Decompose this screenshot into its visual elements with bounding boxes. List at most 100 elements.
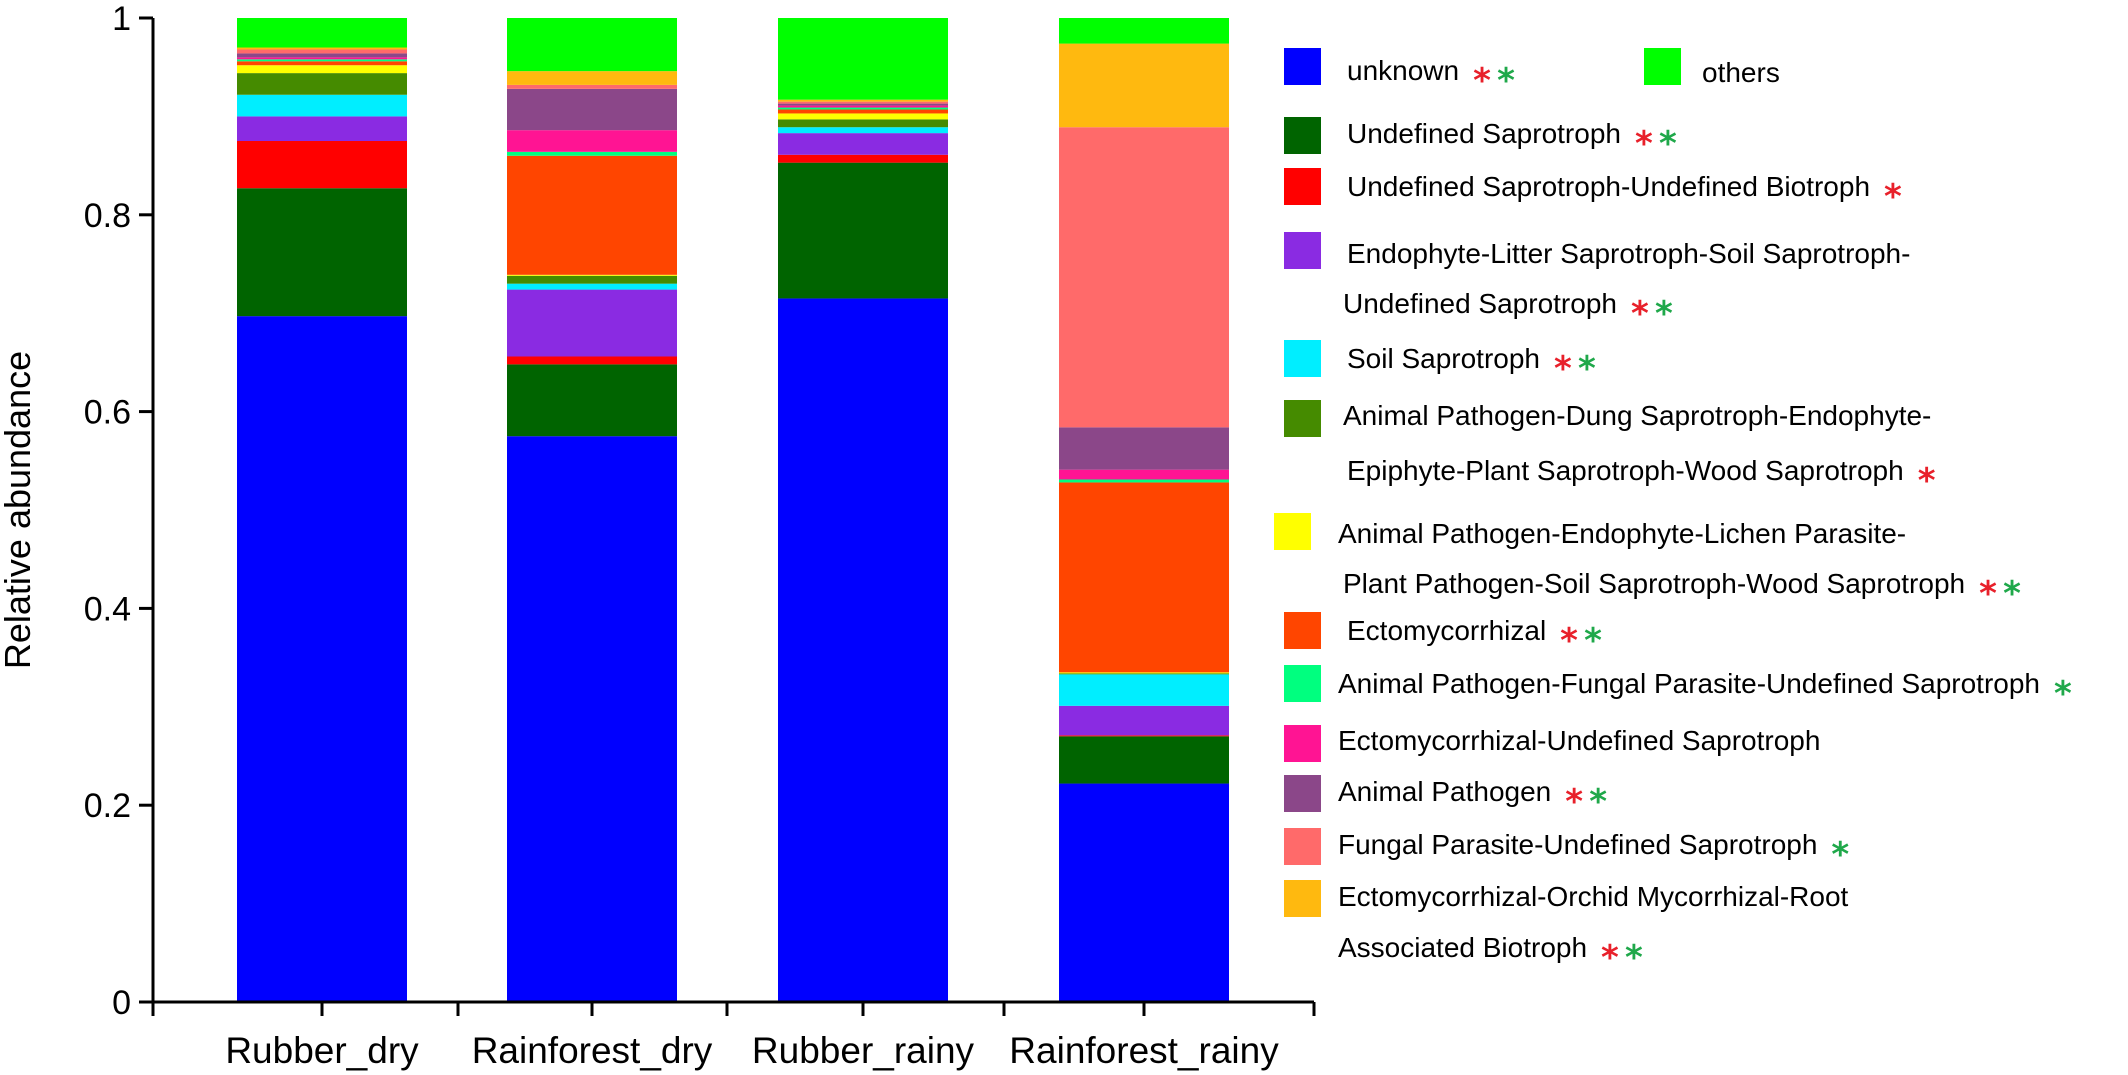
legend-swatch — [1284, 612, 1321, 649]
significance-star: * — [2054, 674, 2072, 714]
bar-segment — [1059, 735, 1229, 737]
bar-segment — [778, 162, 948, 299]
bar-segment — [507, 151, 677, 156]
legend-label: unknown — [1347, 55, 1459, 86]
legend-swatch — [1284, 168, 1321, 205]
legend-item: Endophyte-Litter Saprotroph-Soil Saprotr… — [1284, 232, 1910, 334]
significance-star: * — [1979, 574, 1997, 614]
bar-segment — [507, 18, 677, 72]
legend-label: Plant Pathogen-Soil Saprotroph-Wood Sapr… — [1343, 568, 1965, 599]
x-tick-label: Rubber_dry — [225, 1030, 419, 1071]
legend-swatch — [1284, 48, 1321, 85]
y-ticks-group: 0 0.2 0.4 0.6 0.8 1 — [84, 0, 153, 1022]
legend-label: Associated Biotroph — [1338, 932, 1587, 963]
legend-item: Animal Pathogen-Fungal Parasite-Undefine… — [1284, 665, 2072, 714]
legend-item: Soil Saprotroph * * — [1284, 340, 1596, 389]
legend-label: Undefined Saprotroph — [1347, 118, 1621, 149]
legend-item: unknown * * — [1284, 48, 1515, 101]
legend-label: Endophyte-Litter Saprotroph-Soil Saprotr… — [1347, 238, 1910, 269]
bar-segment — [237, 18, 407, 48]
legend-swatch — [1284, 725, 1321, 762]
legend-item: Ectomycorrhizal-Undefined Saprotroph — [1284, 725, 1820, 762]
bar-segment — [507, 71, 677, 85]
legend-label: Animal Pathogen-Fungal Parasite-Undefine… — [1338, 668, 2040, 699]
axes-group — [151, 18, 1314, 1004]
bar-segment — [1059, 427, 1229, 470]
legend-item: Animal Pathogen-Endophyte-Lichen Parasit… — [1274, 513, 2021, 614]
legend-item: Fungal Parasite-Undefined Saprotroph * — [1284, 828, 1849, 875]
bar-segment — [237, 141, 407, 189]
bar-segment — [778, 298, 948, 1002]
bar-segment — [778, 109, 948, 114]
legend-item: Undefined Saprotroph * * — [1284, 117, 1677, 164]
bar-segment — [507, 436, 677, 1002]
legend-swatch — [1284, 232, 1321, 269]
legend-swatch — [1284, 400, 1321, 437]
bar-segment — [237, 65, 407, 74]
legend-label: Soil Saprotroph — [1347, 343, 1540, 374]
significance-star: * — [1565, 782, 1583, 822]
legend-swatch — [1644, 48, 1681, 85]
legend-label: Undefined Saprotroph-Undefined Biotroph — [1347, 171, 1870, 202]
bar-segment — [1059, 479, 1229, 483]
legend-swatch — [1274, 513, 1311, 550]
y-axis-title: Relative abundance — [0, 351, 38, 669]
bar-segment — [778, 107, 948, 110]
significance-star: * — [1635, 124, 1653, 164]
legend-item: Ectomycorrhizal-Orchid Mycorrhizal-Root A… — [1284, 880, 1849, 978]
bar-segment — [237, 188, 407, 317]
legend-label: Ectomycorrhizal-Orchid Mycorrhizal-Root — [1338, 881, 1849, 912]
y-tick-label: 0.6 — [84, 394, 131, 432]
bar-segment — [1059, 18, 1229, 44]
significance-star: * — [1631, 294, 1649, 334]
significance-star: * — [2003, 574, 2021, 614]
bar-segment — [237, 61, 407, 66]
bar-segment — [778, 99, 948, 102]
bar-segment — [237, 116, 407, 141]
legend-label: others — [1702, 57, 1780, 88]
bar-segment — [778, 103, 948, 106]
bar-segment — [507, 364, 677, 437]
legend-label: Ectomycorrhizal — [1347, 615, 1546, 646]
legend-swatch — [1284, 117, 1321, 154]
bar-segment — [778, 101, 948, 104]
legend-label: Undefined Saprotroph — [1343, 288, 1617, 319]
bar-segment — [237, 49, 407, 54]
y-tick-label: 0.2 — [84, 787, 131, 825]
bar-segment — [778, 127, 948, 134]
legend-label: Ectomycorrhizal-Undefined Saprotroph — [1338, 725, 1820, 756]
significance-star: * — [1554, 349, 1572, 389]
bar-segment — [1059, 783, 1229, 1002]
legend-label: Animal Pathogen-Endophyte-Lichen Parasit… — [1338, 518, 1906, 549]
bar-segment — [778, 18, 948, 100]
bar-segment — [237, 94, 407, 117]
y-tick-label: 0.4 — [84, 590, 131, 628]
bar-segment — [237, 59, 407, 62]
bar-segment — [237, 53, 407, 58]
bar-segment — [507, 274, 677, 276]
y-tick-label: 1 — [112, 0, 131, 38]
bar-segment — [1059, 674, 1229, 706]
legend-label: Animal Pathogen — [1338, 776, 1551, 807]
bar-segment — [237, 57, 407, 60]
x-tick-label: Rubber_rainy — [752, 1030, 975, 1071]
bar-segment — [1059, 705, 1229, 736]
legend-swatch — [1284, 775, 1321, 812]
x-tick-label: Rainforest_rainy — [1009, 1030, 1279, 1071]
x-ticks-group: Rubber_dry Rainforest_dry Rubber_rainy Rain… — [151, 1002, 1316, 1071]
y-tick-label: 0 — [112, 984, 131, 1022]
significance-star: * — [1625, 938, 1643, 978]
significance-star: * — [1655, 294, 1673, 334]
bar-segment — [778, 154, 948, 163]
significance-star: * — [1589, 782, 1607, 822]
significance-star: * — [1601, 938, 1619, 978]
x-tick-label: Rainforest_dry — [472, 1030, 713, 1071]
significance-star: * — [1473, 61, 1491, 101]
bar-segment — [1059, 673, 1229, 675]
significance-star: * — [1659, 124, 1677, 164]
significance-star: * — [1584, 621, 1602, 661]
bars-group — [237, 18, 1229, 1003]
bar-segment — [237, 73, 407, 95]
bar-segment — [507, 130, 677, 152]
